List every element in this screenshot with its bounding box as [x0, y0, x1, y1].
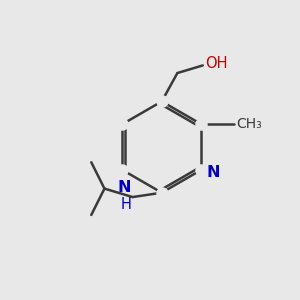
Text: N: N	[118, 180, 131, 195]
Text: CH₃: CH₃	[236, 117, 262, 131]
Text: H: H	[120, 197, 131, 212]
Text: OH: OH	[205, 56, 228, 71]
Text: N: N	[207, 165, 220, 180]
